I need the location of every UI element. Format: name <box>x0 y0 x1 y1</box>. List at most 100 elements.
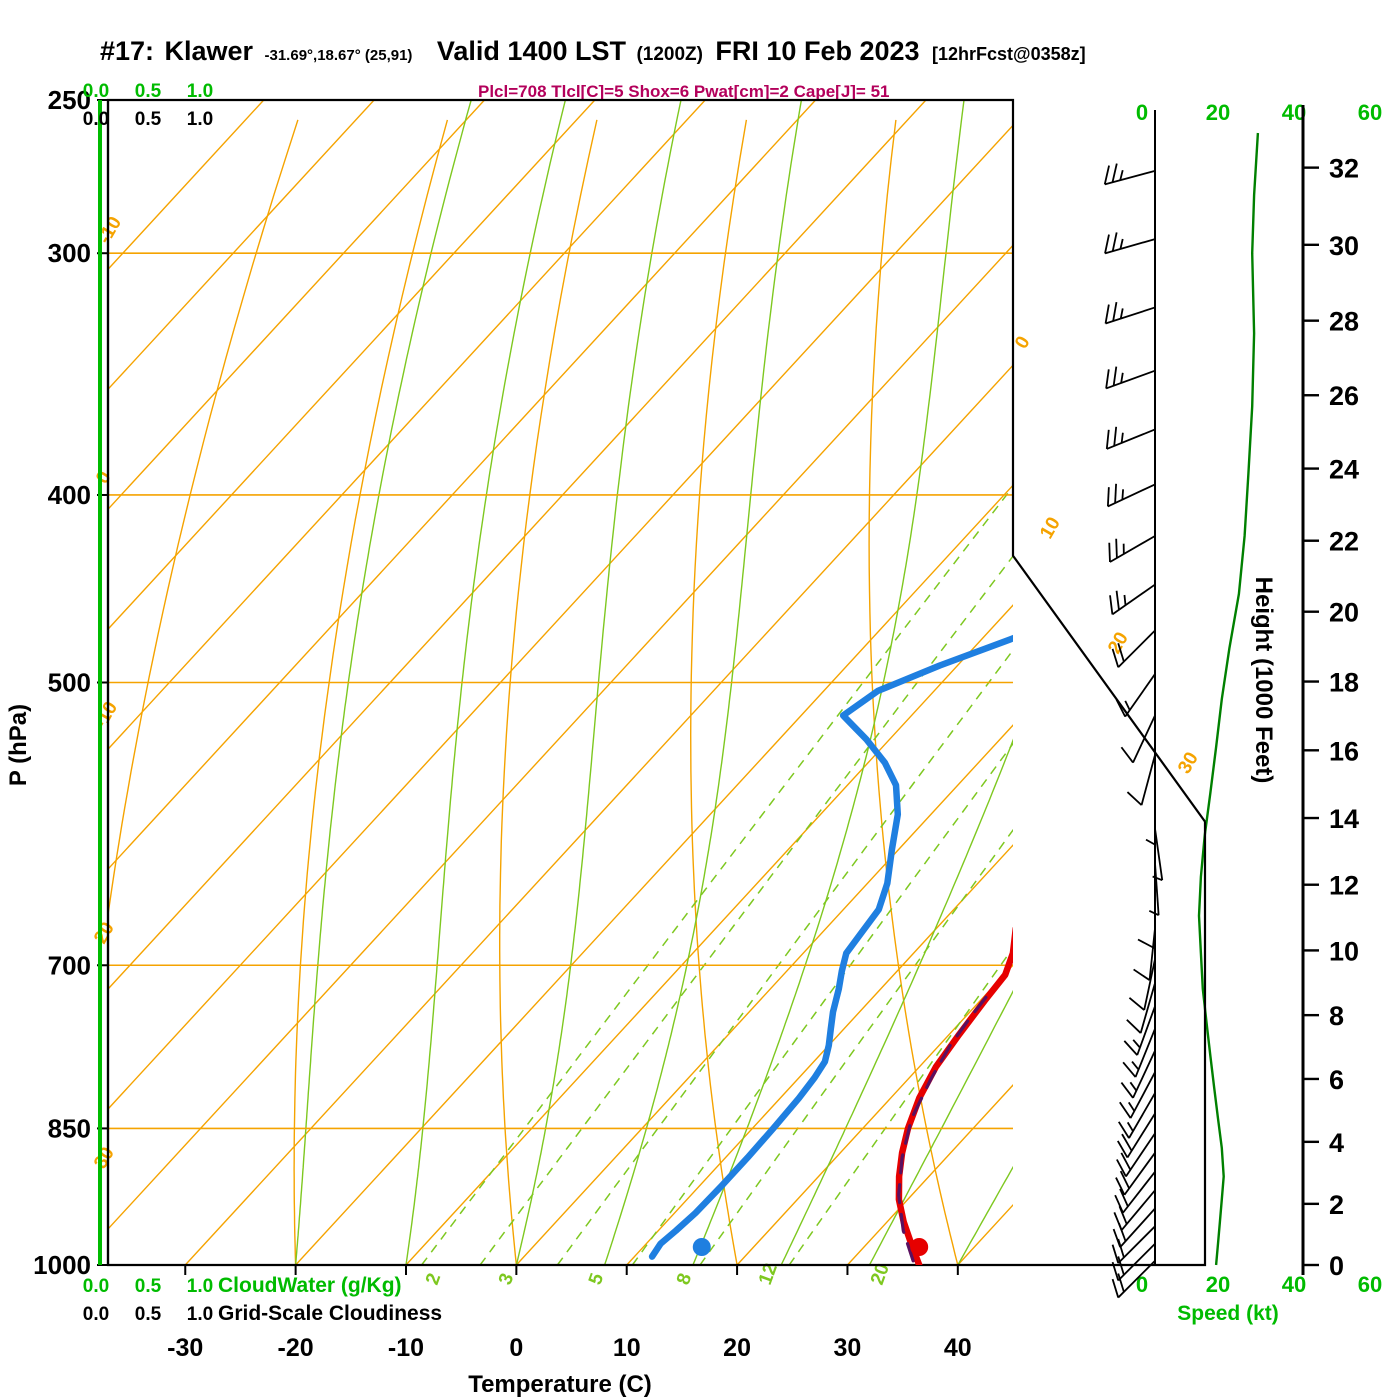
wind-barb <box>1104 232 1156 255</box>
isotherm <box>108 100 596 631</box>
temperature-tick-label: 30 <box>834 1334 862 1362</box>
valid-time: Valid 1400 LST <box>436 36 626 66</box>
cloudiness-tick-bottom: 1.0 <box>187 1304 213 1325</box>
height-tick-label: 26 <box>1329 381 1359 411</box>
height-tick-label: 4 <box>1329 1128 1344 1158</box>
moist-adiabat <box>780 738 1013 1265</box>
moist-adiabat <box>868 989 1013 1265</box>
height-axis-label: Height (1000 Feet) <box>1250 577 1277 784</box>
cloudiness-tick-bottom: 0.5 <box>135 1304 162 1325</box>
wind-barb <box>1145 792 1156 846</box>
pressure-tick-label: 500 <box>48 668 91 698</box>
dry-adiabat <box>1194 120 1399 1265</box>
speed-tick-top: 20 <box>1206 100 1230 125</box>
cloudwater-legend-label: CloudWater (g/Kg) <box>218 1274 402 1297</box>
mixing-ratio-label-2: 2 <box>422 1271 445 1288</box>
mixing-ratio-line <box>479 554 1013 1265</box>
isotherm-label-20: 20 <box>90 919 119 948</box>
wind-barb <box>1111 629 1156 668</box>
height-tick-label: 22 <box>1329 527 1359 557</box>
moist-adiabat <box>603 100 803 1265</box>
pressure-tick-label: 1000 <box>33 1250 91 1280</box>
valid-time-utc: (1200Z) <box>636 44 703 65</box>
pressure-tick-label: 850 <box>48 1113 91 1143</box>
height-tick-label: 0 <box>1329 1251 1344 1281</box>
wind-speed-trace <box>1197 132 1260 1266</box>
cloudiness-legend-label: Grid-Scale Cloudiness <box>218 1302 442 1325</box>
height-tick-label: 12 <box>1329 871 1359 901</box>
wind-barb <box>1119 1071 1156 1119</box>
speed-tick-bottom: 20 <box>1206 1272 1230 1297</box>
wind-barb <box>1103 163 1156 186</box>
speed-axis-label: Speed (kt) <box>1177 1302 1279 1325</box>
cloudwater-tick-top: 1.0 <box>187 81 213 102</box>
speed-tick-bottom: 0 <box>1136 1272 1148 1297</box>
wind-barb <box>1114 1171 1156 1214</box>
wind-barb <box>1116 1132 1156 1177</box>
temperature-tick-label: -20 <box>278 1334 314 1362</box>
height-tick-label: 6 <box>1329 1065 1344 1095</box>
isotherm-label-0r: 0 <box>1011 333 1034 353</box>
sounding-curves <box>648 634 1013 1265</box>
grid-lines <box>108 100 1400 1265</box>
isotherm-label-0: 0 <box>92 468 115 488</box>
pressure-axis: 250 300 400 500 700 850 1000 P (hPa) <box>5 85 108 1280</box>
wind-barb <box>1137 896 1156 950</box>
isotherm-label-20r: 20 <box>1104 629 1133 658</box>
mixing-ratio-label-5: 5 <box>585 1270 608 1288</box>
dry-adiabat <box>108 119 299 920</box>
wind-barb <box>1115 673 1156 718</box>
temperature-tick-label: 0 <box>509 1334 523 1362</box>
mixing-ratio-line <box>631 742 1013 1265</box>
cloudwater-tick-bottom: 0.5 <box>135 1276 162 1297</box>
wind-barb <box>1148 863 1160 916</box>
dry-adiabat <box>1037 120 1179 1265</box>
isotherm <box>1179 100 1400 1265</box>
mixing-ratio-line <box>788 946 1013 1265</box>
cloudwater-tick-bottom: 0.0 <box>83 1276 109 1297</box>
wind-barb <box>1104 301 1156 325</box>
wind-barb <box>1111 1260 1156 1299</box>
moist-adiabat <box>405 100 567 1265</box>
cloudiness-tick-bottom: 0.0 <box>83 1304 109 1325</box>
pressure-tick-label: 250 <box>48 85 91 115</box>
height-tick-label: 10 <box>1329 936 1359 966</box>
mixing-ratio-line <box>556 648 1013 1265</box>
wind-barb <box>1122 1028 1156 1078</box>
height-tick-label: 32 <box>1329 154 1359 184</box>
height-tick-label: 2 <box>1329 1190 1344 1220</box>
temperature-tick-label: 10 <box>613 1334 641 1362</box>
moist-adiabat <box>692 100 965 1265</box>
wind-barb <box>1105 366 1156 390</box>
station-coords: -31.69°,18.67° (25,91) <box>264 47 413 64</box>
dry-adiabat <box>293 119 449 1265</box>
station-name: Klawer <box>164 36 254 66</box>
pressure-axis-label: P (hPa) <box>5 704 32 786</box>
wind-barb <box>1133 928 1156 981</box>
wind-barb <box>1120 1050 1156 1099</box>
isotherm-label-30r: 30 <box>1174 749 1203 778</box>
cloudiness-tick-top: 1.0 <box>187 109 213 130</box>
speed-tick-bottom: 60 <box>1358 1272 1382 1297</box>
valid-date: FRI 10 Feb 2023 <box>715 36 920 66</box>
height-tick-label: 8 <box>1329 1001 1344 1031</box>
height-tick-label: 16 <box>1329 736 1359 766</box>
wind-barb <box>1109 583 1156 616</box>
surface-temperature-dot <box>910 1238 929 1256</box>
isotherm <box>108 100 375 391</box>
surface-dewpoint-dot <box>692 1238 711 1256</box>
pressure-tick-label: 400 <box>48 480 91 510</box>
cloudiness-tick-top: 0.0 <box>83 109 109 130</box>
wind-barb <box>1117 1112 1156 1159</box>
wind-barb <box>1108 535 1156 563</box>
wind-barb <box>1118 1092 1156 1139</box>
dewpoint-curve <box>648 634 1013 1260</box>
mixing-ratio-line <box>421 485 1013 1265</box>
header: #17: Klawer -31.69°,18.67° (25,91) Valid… <box>0 36 1400 70</box>
isotherm-label-30: 30 <box>90 1144 119 1173</box>
stability-indices: Plcl=708 Tlcl[C]=5 Shox=6 Pwat[cm]=2 Cap… <box>478 82 890 101</box>
wind-barb <box>1115 1152 1156 1196</box>
